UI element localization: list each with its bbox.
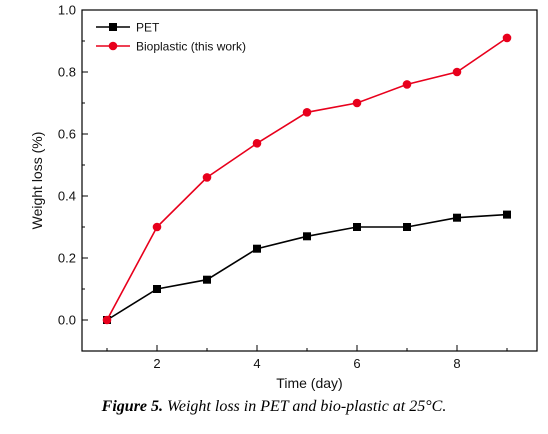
data-point [302,108,312,117]
legend-label: PET [136,21,160,35]
x-tick-label: 4 [253,356,260,371]
caption-text: Weight loss in PET and bio-plastic at 25… [167,398,447,415]
data-point [453,213,461,222]
series-line [106,37,508,321]
chart: 2 4 6 8 0.0 0.2 0.4 0.6 0.8 1.0 PET Bioplastic (th… [29,3,538,391]
series-layer [102,33,512,325]
data-point [202,173,212,182]
data-point [353,223,361,231]
series-1 [102,33,512,325]
x-axis-title: Time (day) [276,375,342,391]
data-point [452,67,462,77]
legend-label: Bioplastic (this work) [136,40,246,54]
y-tick-label: 0.2 [58,251,76,266]
y-axis-title: Weight loss (%) [29,132,45,230]
data-point [503,210,511,219]
y-tick-label: 1.0 [58,3,76,18]
data-point [502,33,512,43]
legend-marker [108,41,118,51]
y-tick-label: 0.4 [58,189,76,204]
data-point [402,80,412,89]
y-tick-label: 0.0 [58,313,76,328]
data-point [303,232,311,241]
legend-marker [109,23,117,31]
series-0 [103,210,511,324]
caption-lead: Figure 5. [101,398,164,415]
x-tick-label: 2 [153,356,160,371]
figure-caption: Figure 5. Weight loss in PET and bio-pla… [0,398,548,416]
data-point [253,244,261,253]
data-point [102,315,112,325]
data-point [203,275,211,284]
data-point [153,285,161,293]
y-tick-label: 0.8 [58,65,76,80]
legend: PET Bioplastic (this work) [96,21,246,54]
series-line [106,213,508,321]
plot-frame [81,9,538,352]
data-point [152,222,162,232]
data-point [252,139,262,148]
data-point [403,223,411,231]
data-point [352,98,362,108]
ticks-layer: 2 4 6 8 0.0 0.2 0.4 0.6 0.8 1.0 [58,3,508,371]
x-tick-label: 8 [453,356,460,371]
x-tick-label: 6 [353,356,360,371]
y-tick-label: 0.6 [58,127,76,142]
